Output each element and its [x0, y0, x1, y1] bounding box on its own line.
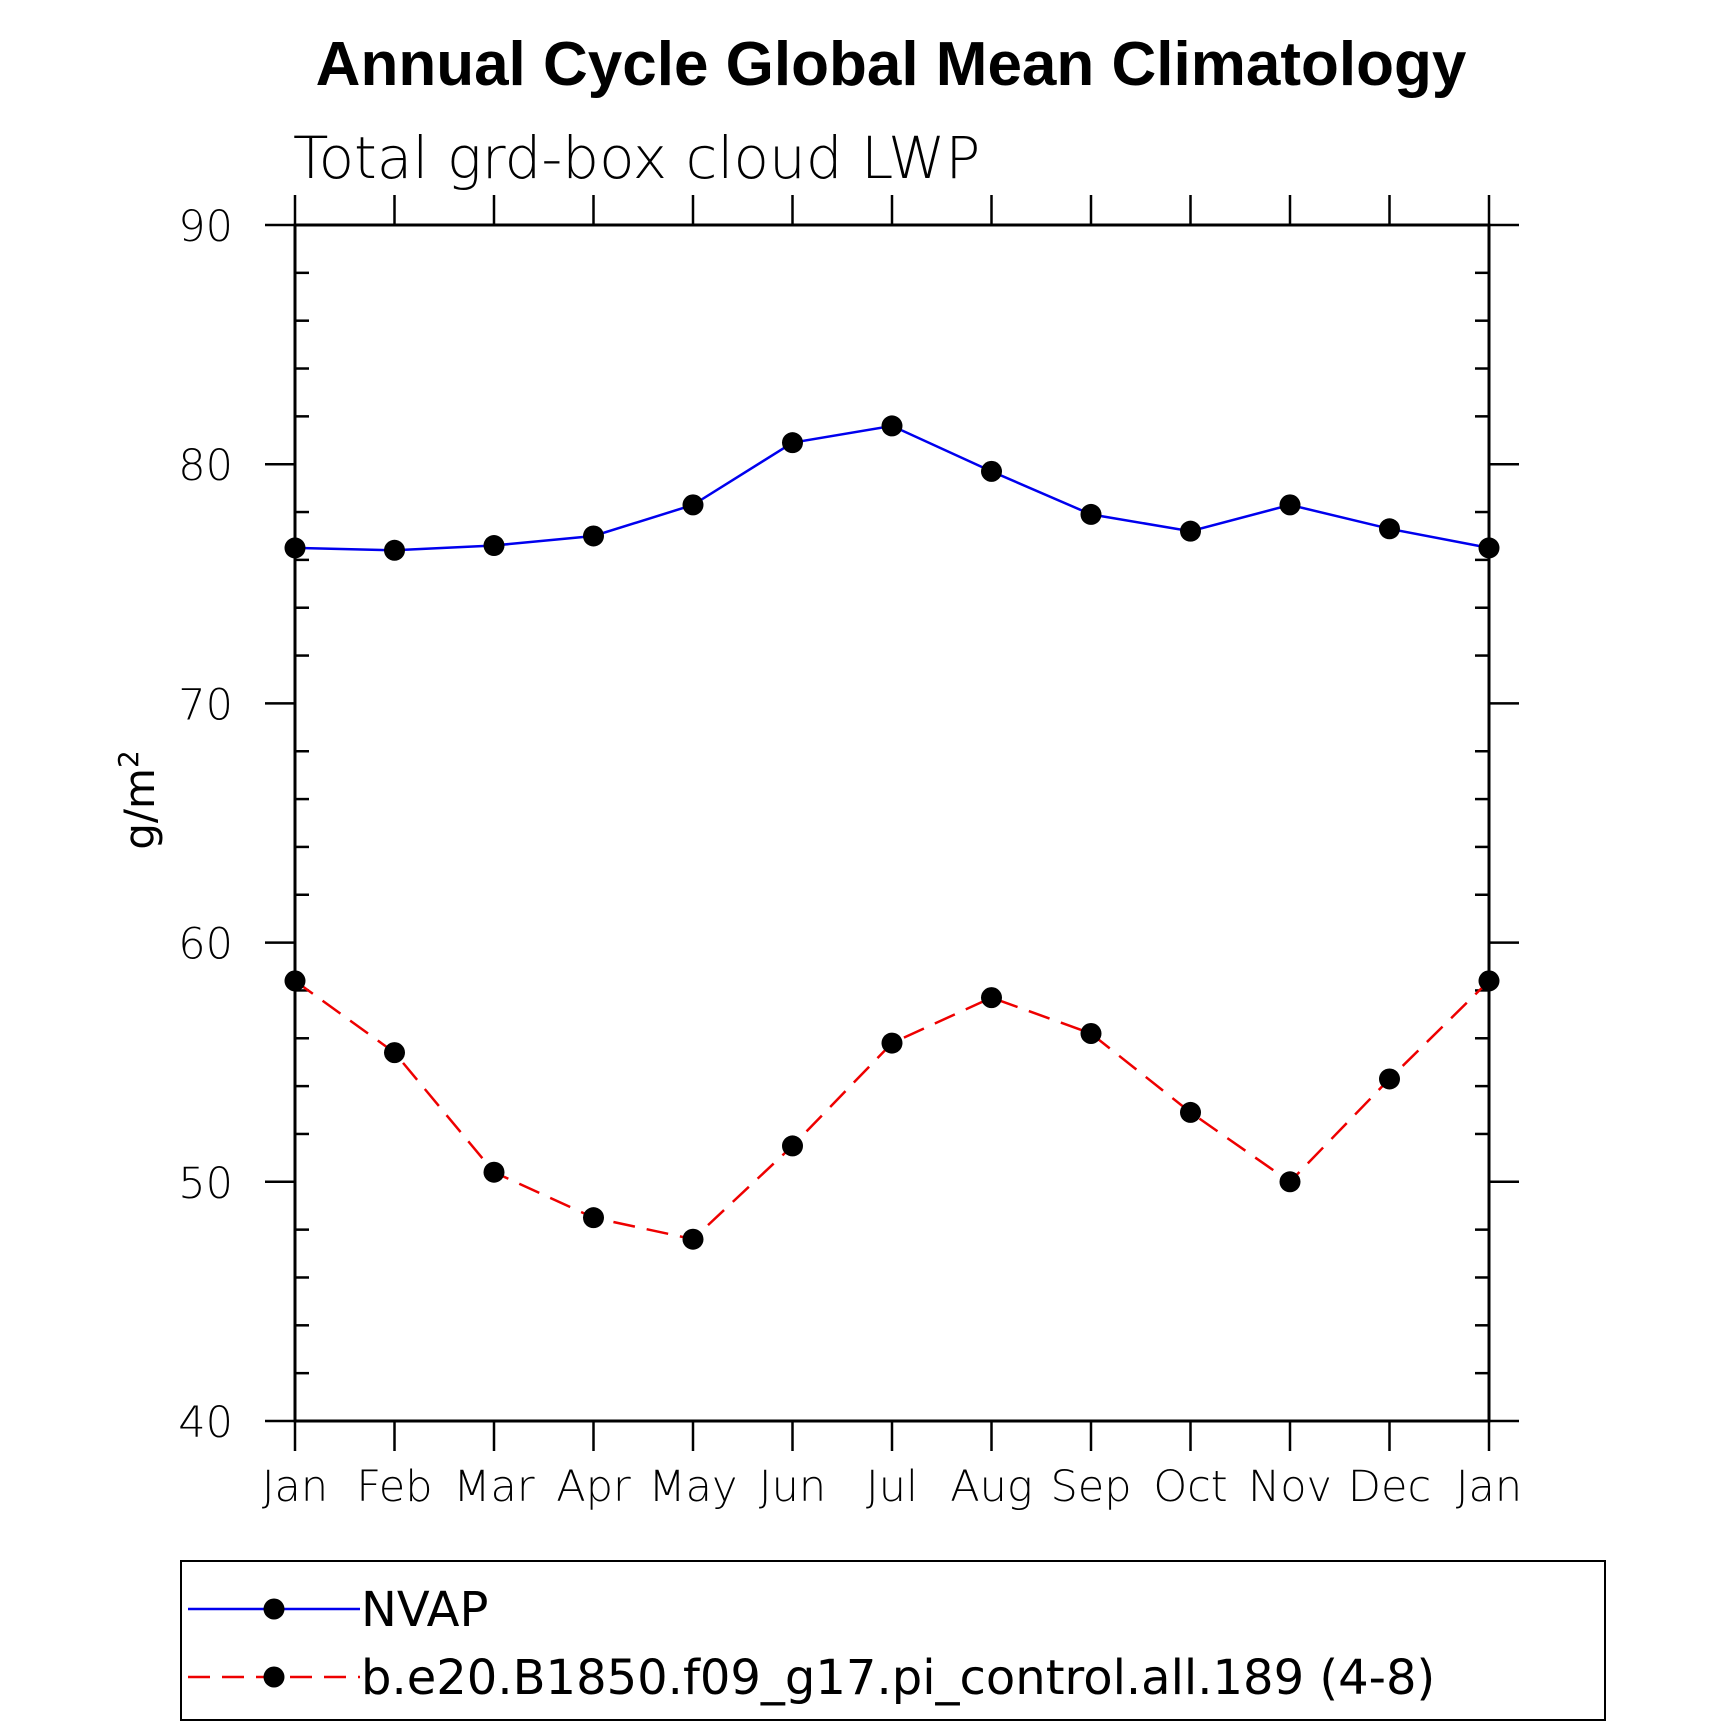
svg-text:g/m2: g/m2: [112, 750, 164, 850]
x-tick-label: Jan: [1456, 1462, 1522, 1512]
legend-frame: [180, 1560, 1606, 1721]
series-layer: [284, 415, 1500, 1250]
legend-marker-1: [263, 1666, 285, 1688]
series-1-point: [881, 1032, 903, 1054]
series-1-point: [583, 1207, 604, 1229]
series-0-point: [483, 535, 505, 557]
y-tick-labels: 40 50 60 70 80 90: [178, 202, 233, 1448]
series-0-point: [1279, 494, 1301, 516]
series-1-point: [1080, 1022, 1102, 1044]
x-tick-label: Mar: [453, 1462, 534, 1512]
series-0-point: [1180, 520, 1201, 542]
axis-ticks: [265, 195, 1519, 1451]
series-0-point: [284, 537, 306, 559]
series-0-point: [1478, 537, 1500, 559]
series-line-0: [294, 424, 1490, 552]
series-1-point: [1180, 1101, 1201, 1123]
x-tick-labels: Jan Feb Mar Apr May Jun Jul Aug Sep Oct Nov Dec Jan: [262, 1462, 1522, 1512]
x-tick-label: Jul: [866, 1462, 918, 1512]
y-tick-label: 50: [178, 1159, 233, 1209]
legend: NVAP b.e20.B1850.f09_g17.pi_control.all.1…: [180, 1560, 1606, 1721]
series-0-point: [981, 460, 1002, 482]
y-axis-label: g/m2: [112, 750, 164, 850]
series-1-point: [384, 1042, 405, 1064]
x-tick-label: Aug: [950, 1462, 1032, 1512]
series-1-point: [1478, 970, 1500, 992]
legend-label-1: b.e20.B1850.f09_g17.pi_control.all.189 (…: [361, 1650, 1435, 1706]
y-axis-label-superscript: 2: [112, 750, 145, 768]
series-0-point: [1080, 503, 1102, 525]
y-tick-label: 80: [178, 441, 233, 491]
series-1-point: [1379, 1068, 1400, 1090]
x-tick-label: May: [649, 1462, 738, 1512]
series-0-point: [881, 415, 903, 437]
series-line-1: [294, 979, 1490, 1241]
legend-label-0: NVAP: [361, 1582, 488, 1638]
chart-subtitle: Total grd-box cloud LWP: [293, 124, 980, 192]
y-tick-label: 40: [178, 1398, 233, 1448]
x-tick-label: Feb: [356, 1462, 432, 1512]
legend-items: NVAP b.e20.B1850.f09_g17.pi_control.all.1…: [188, 1582, 1435, 1706]
series-1-point: [782, 1135, 803, 1157]
x-tick-label: Apr: [556, 1462, 631, 1512]
series-1-point: [1279, 1171, 1301, 1193]
series-1-point: [981, 987, 1002, 1009]
series-0-point: [782, 432, 803, 454]
series-0-point: [682, 494, 704, 516]
x-tick-label: Nov: [1248, 1462, 1332, 1512]
y-tick-label: 70: [178, 680, 233, 730]
x-tick-label: Dec: [1348, 1462, 1431, 1512]
x-tick-label: Sep: [1050, 1462, 1131, 1512]
series-0-point: [583, 525, 604, 547]
series-1-point: [284, 970, 306, 992]
series-0-point: [384, 539, 405, 561]
series-1-point: [682, 1228, 704, 1250]
plot-frame: [293, 223, 1491, 1423]
y-axis-label-text: g/m: [115, 768, 164, 850]
chart-title: Annual Cycle Global Mean Climatology: [316, 30, 1467, 99]
series-0-point: [1379, 518, 1400, 540]
x-tick-label: Oct: [1153, 1462, 1227, 1512]
series-1-point: [483, 1161, 505, 1183]
legend-marker-0: [263, 1598, 285, 1620]
x-tick-label: Jun: [759, 1462, 826, 1512]
x-tick-label: Jan: [262, 1462, 328, 1512]
y-tick-label: 60: [178, 920, 233, 970]
y-tick-label: 90: [178, 202, 233, 252]
